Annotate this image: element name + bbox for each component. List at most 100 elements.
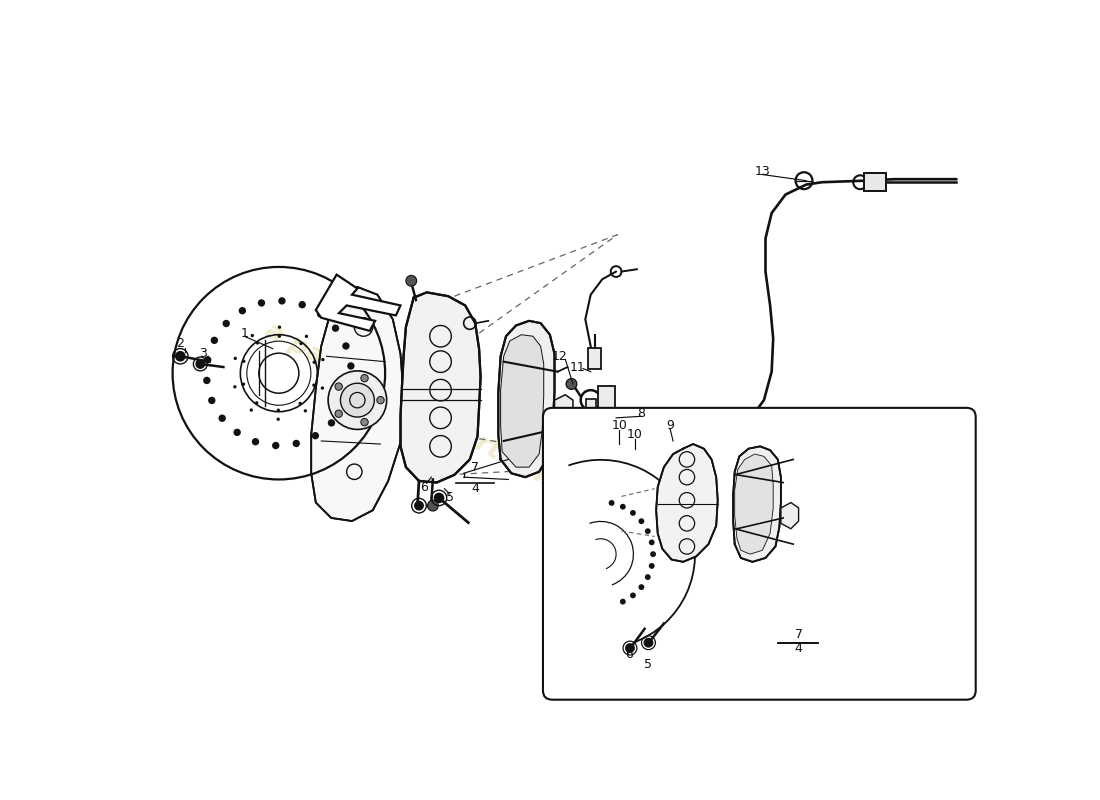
Circle shape: [311, 432, 319, 439]
Circle shape: [626, 644, 635, 652]
Bar: [865, 173, 886, 191]
Circle shape: [346, 383, 354, 390]
Circle shape: [204, 377, 210, 384]
Circle shape: [242, 359, 245, 363]
Circle shape: [317, 310, 324, 318]
Text: 4: 4: [471, 482, 480, 495]
Polygon shape: [500, 334, 543, 467]
Circle shape: [239, 307, 246, 314]
Polygon shape: [554, 394, 573, 421]
Circle shape: [196, 360, 205, 368]
Circle shape: [608, 500, 615, 506]
Circle shape: [434, 494, 443, 502]
Text: 5: 5: [446, 491, 454, 505]
Circle shape: [615, 447, 624, 456]
Circle shape: [674, 446, 683, 454]
Circle shape: [649, 539, 654, 546]
Circle shape: [312, 361, 316, 364]
Circle shape: [630, 593, 636, 598]
Polygon shape: [781, 502, 799, 529]
Circle shape: [645, 574, 651, 580]
Circle shape: [298, 301, 306, 308]
Polygon shape: [733, 446, 781, 562]
Circle shape: [276, 409, 280, 412]
Circle shape: [566, 378, 576, 390]
Bar: [598, 386, 615, 423]
Circle shape: [278, 326, 282, 329]
Circle shape: [406, 275, 417, 286]
Circle shape: [255, 401, 258, 405]
Circle shape: [336, 410, 342, 418]
Circle shape: [321, 358, 324, 362]
Text: 5: 5: [645, 658, 652, 670]
Text: 13: 13: [755, 165, 770, 178]
Circle shape: [620, 598, 626, 605]
Circle shape: [649, 563, 654, 569]
Text: a passion for parts since 1985: a passion for parts since 1985: [260, 318, 668, 551]
Circle shape: [638, 584, 645, 590]
Circle shape: [250, 408, 253, 412]
Circle shape: [620, 504, 626, 510]
Circle shape: [650, 551, 656, 557]
Circle shape: [645, 638, 652, 647]
Circle shape: [298, 402, 301, 405]
Text: 6: 6: [420, 481, 428, 494]
Circle shape: [361, 418, 368, 426]
Circle shape: [233, 429, 241, 436]
Circle shape: [256, 342, 260, 345]
Text: 7: 7: [794, 629, 803, 642]
Text: 9: 9: [667, 419, 674, 432]
Circle shape: [233, 385, 236, 389]
Bar: [585, 398, 596, 413]
Circle shape: [361, 374, 368, 382]
Circle shape: [208, 397, 216, 404]
Circle shape: [277, 334, 282, 338]
Circle shape: [428, 500, 438, 511]
Text: 1: 1: [240, 326, 249, 340]
Circle shape: [242, 382, 245, 386]
Circle shape: [252, 438, 260, 446]
Circle shape: [645, 528, 651, 534]
Circle shape: [586, 432, 597, 442]
Circle shape: [233, 357, 236, 360]
Circle shape: [342, 342, 350, 350]
Circle shape: [204, 356, 211, 363]
Circle shape: [630, 447, 639, 456]
Circle shape: [257, 299, 265, 306]
Polygon shape: [498, 321, 554, 477]
Circle shape: [305, 334, 308, 338]
Text: 3: 3: [199, 347, 207, 361]
Circle shape: [251, 334, 254, 338]
Circle shape: [336, 383, 342, 390]
Text: 12: 12: [552, 350, 568, 362]
Circle shape: [304, 409, 307, 413]
Circle shape: [638, 518, 645, 524]
Circle shape: [176, 352, 185, 361]
Polygon shape: [656, 444, 717, 562]
Text: 11: 11: [570, 361, 585, 374]
Circle shape: [222, 320, 230, 327]
Circle shape: [328, 371, 387, 430]
Polygon shape: [400, 292, 481, 482]
Text: 10: 10: [627, 428, 642, 442]
Circle shape: [276, 418, 279, 421]
Text: 6: 6: [625, 648, 634, 661]
Text: 10: 10: [612, 419, 627, 432]
Polygon shape: [311, 287, 404, 521]
FancyBboxPatch shape: [543, 408, 976, 700]
Circle shape: [272, 442, 279, 450]
Circle shape: [312, 383, 316, 387]
Circle shape: [341, 383, 374, 417]
Bar: [588, 348, 601, 370]
Circle shape: [211, 337, 218, 344]
Bar: [585, 419, 596, 434]
Circle shape: [332, 325, 339, 332]
Circle shape: [415, 502, 424, 510]
Circle shape: [219, 414, 225, 422]
Text: 8: 8: [637, 406, 645, 420]
Text: 7: 7: [471, 461, 480, 474]
Circle shape: [299, 342, 303, 346]
Circle shape: [321, 386, 324, 390]
Circle shape: [340, 402, 346, 410]
Polygon shape: [316, 274, 400, 331]
